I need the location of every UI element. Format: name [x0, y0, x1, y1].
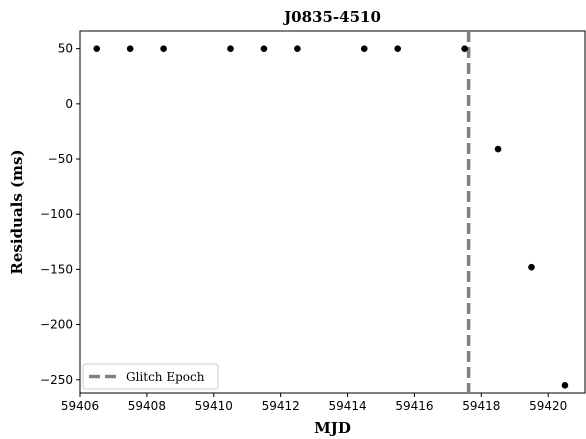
x-tick-label: 59408 — [128, 399, 166, 413]
data-point — [561, 381, 569, 389]
data-point — [294, 45, 301, 52]
y-axis-label: Residuals (ms) — [8, 149, 26, 274]
data-point — [494, 145, 502, 153]
y-axis: 50 0 −50 −100 −150 −200 −250 — [40, 42, 80, 387]
y-tick-label: −50 — [48, 152, 73, 166]
y-tick-label: −150 — [40, 262, 73, 276]
x-tick-label: 59414 — [328, 399, 366, 413]
data-point — [93, 45, 101, 52]
data-point — [528, 263, 535, 271]
data-point — [360, 45, 368, 52]
x-tick-label: 59410 — [195, 399, 233, 413]
x-tick-label: 59416 — [395, 399, 433, 413]
data-point — [461, 45, 468, 52]
y-tick-label: −200 — [40, 318, 73, 332]
x-tick-label: 59420 — [529, 399, 567, 413]
y-tick-label: −100 — [40, 207, 73, 221]
legend-box — [82, 363, 219, 390]
x-axis: 59406 59408 59410 59412 59414 59416 59418 59420 — [61, 393, 567, 413]
chart-title: J0835-4510 — [282, 8, 381, 26]
data-point — [160, 45, 167, 52]
data-series — [93, 45, 569, 389]
y-tick-label: 50 — [58, 42, 73, 56]
data-point — [394, 45, 402, 52]
data-point — [260, 45, 268, 52]
data-point — [126, 45, 134, 52]
y-tick-label: −250 — [40, 373, 73, 387]
data-point — [227, 45, 234, 52]
y-tick-label: 0 — [65, 97, 73, 111]
legend-label: Glitch Epoch — [126, 370, 205, 384]
x-tick-label: 59418 — [462, 399, 500, 413]
x-axis-label: MJD — [314, 419, 351, 437]
plot-area — [79, 30, 586, 394]
x-tick-label: 59406 — [61, 399, 99, 413]
legend: Glitch Epoch — [82, 363, 219, 390]
x-tick-label: 59412 — [262, 399, 300, 413]
